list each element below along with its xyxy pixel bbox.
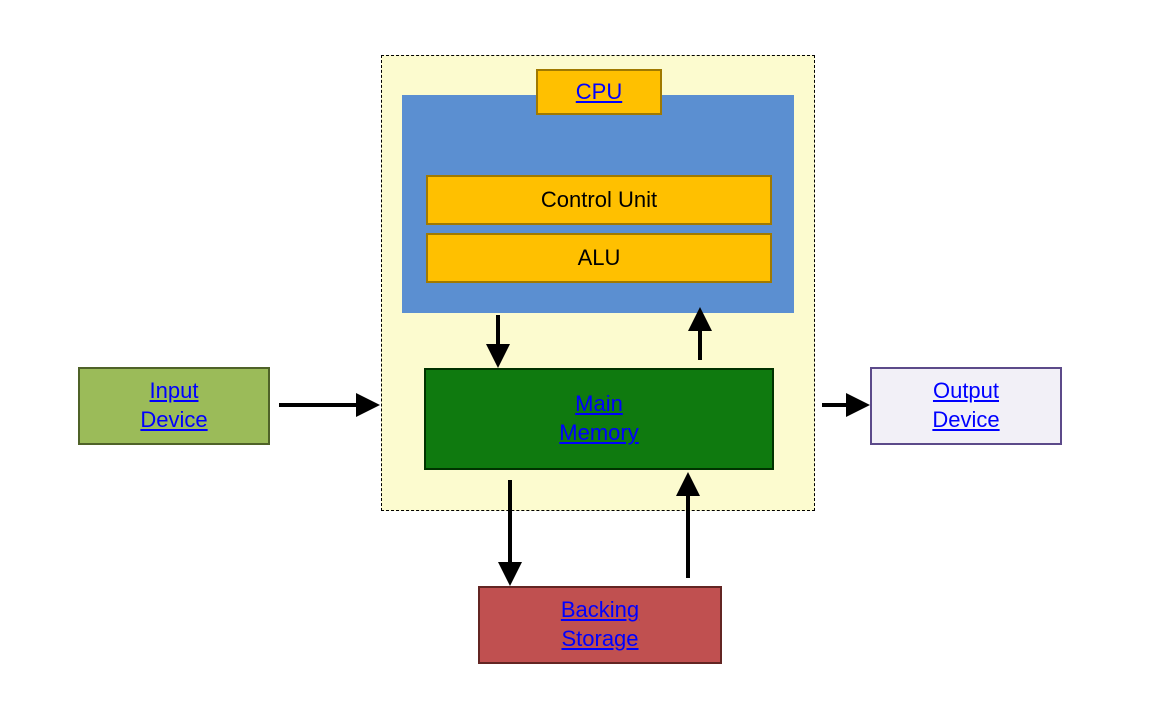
arrows-layer <box>0 0 1152 708</box>
